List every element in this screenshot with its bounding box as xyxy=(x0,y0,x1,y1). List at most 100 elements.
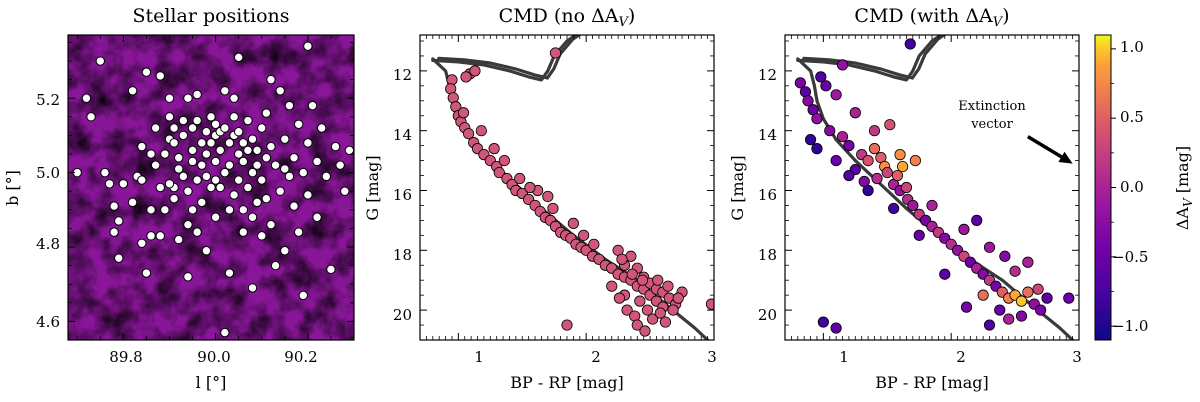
cmd-dav-point xyxy=(820,80,832,92)
cmd-dav-point xyxy=(804,134,817,146)
colorbar-tick: 1.0 xyxy=(1120,38,1144,56)
star-position-point xyxy=(164,179,175,189)
cmd-dav-point xyxy=(894,149,906,161)
star-position-point xyxy=(201,127,212,137)
star-position-point xyxy=(270,160,281,170)
cmd-dav-point xyxy=(836,59,849,71)
star-position-point xyxy=(243,115,253,126)
cmd-dav-point xyxy=(960,301,973,313)
cmd-dav-point xyxy=(802,95,814,107)
star-position-point xyxy=(330,141,341,152)
cmd-dav-point xyxy=(888,202,900,215)
cmd-raw-point xyxy=(475,125,487,137)
star-position-point xyxy=(187,145,198,156)
cmd-dav-point xyxy=(794,77,806,89)
star-position-point xyxy=(229,93,239,103)
cmd-dav-point xyxy=(1022,286,1034,298)
cmd-dav-point xyxy=(1041,292,1053,304)
cmd-raw-point xyxy=(631,319,643,331)
ytick-label: 20 xyxy=(393,306,412,324)
ytick-label: 20 xyxy=(758,306,777,324)
star-position-point xyxy=(215,145,225,156)
star-position-point xyxy=(155,182,165,193)
cmd-raw-point xyxy=(639,325,651,337)
xtick-label: 1 xyxy=(839,348,849,366)
star-position-point xyxy=(206,138,216,148)
title-cmd-raw: CMD (no ΔAV) xyxy=(499,5,636,30)
cmd-dav-point xyxy=(884,119,896,131)
cmd-dav-point xyxy=(830,322,842,334)
star-position-point xyxy=(206,182,216,193)
star-position-point xyxy=(109,227,119,237)
ytick-label: 4.6 xyxy=(36,313,60,331)
star-position-point xyxy=(307,100,318,111)
star-position-point xyxy=(150,123,161,133)
star-position-point xyxy=(160,149,170,159)
cmd-dav-point xyxy=(907,199,919,212)
star-position-point xyxy=(266,219,276,230)
annotation-extinction: Extinction xyxy=(958,99,1026,114)
star-position-point xyxy=(289,153,299,163)
star-position-point xyxy=(178,171,189,182)
star-position-point xyxy=(233,127,244,137)
star-position-point xyxy=(86,112,96,122)
panel-cmd-dav: CMD (with ΔAV) Extinction vector 1 2 3 1… xyxy=(728,5,1082,392)
cmd-raw-point xyxy=(549,47,562,59)
ylabel-cmd-raw: G [mag] xyxy=(363,155,382,220)
cmd-raw-point xyxy=(616,253,628,265)
ytick-label: 16 xyxy=(393,186,412,204)
star-position-point xyxy=(100,167,110,178)
cmd-raw-point xyxy=(672,292,684,304)
star-position-point xyxy=(266,141,276,152)
star-position-point xyxy=(326,264,336,275)
cmd-raw-point xyxy=(606,280,618,292)
star-position-point xyxy=(303,138,313,148)
star-position-point xyxy=(220,86,230,96)
star-position-point xyxy=(197,197,207,208)
star-position-point xyxy=(270,260,281,271)
star-position-point xyxy=(284,171,295,182)
xtick-label: 1 xyxy=(474,348,484,366)
star-position-point xyxy=(280,246,290,256)
star-position-point xyxy=(95,56,105,66)
cmd-dav-point xyxy=(971,214,983,226)
star-position-point xyxy=(187,123,198,133)
cmd-raw-point xyxy=(667,304,679,316)
xtick-label: 2 xyxy=(591,348,601,366)
star-position-point xyxy=(344,145,354,156)
star-position-point xyxy=(169,193,179,204)
star-position-point xyxy=(210,156,221,167)
colorbar: 1.0 0.5 0.0 −0.5 −1.0 ΔAV [mag] xyxy=(1094,34,1195,341)
star-position-point xyxy=(266,74,276,85)
star-position-point xyxy=(146,205,156,215)
colorbar-tick: −1.0 xyxy=(1112,317,1148,335)
cmd-dav-point xyxy=(1009,265,1021,277)
star-position-point xyxy=(238,138,248,148)
cmd-raw-point xyxy=(634,295,646,307)
star-position-point xyxy=(261,193,272,204)
star-position-point xyxy=(233,52,244,63)
cmd-dav-point xyxy=(881,166,893,179)
star-position-point xyxy=(257,175,267,185)
cmd-raw-point xyxy=(488,143,500,155)
ytick-label: 12 xyxy=(393,66,412,84)
cmd-dav-point xyxy=(1003,313,1015,325)
star-position-point xyxy=(229,112,239,122)
star-position-point xyxy=(220,167,230,178)
star-position-point xyxy=(155,71,165,81)
colorbar-gradient xyxy=(1094,34,1112,341)
star-position-point xyxy=(192,227,202,237)
star-position-point xyxy=(109,201,119,211)
star-position-point xyxy=(141,67,152,77)
star-position-point xyxy=(201,149,212,159)
star-position-point xyxy=(224,268,235,278)
star-position-point xyxy=(192,175,202,185)
star-position-point xyxy=(293,227,304,237)
annotation-vector: vector xyxy=(970,117,1013,132)
star-position-point xyxy=(257,231,267,241)
star-position-point xyxy=(210,119,221,129)
star-position-point xyxy=(243,182,253,193)
cmd-dav-point xyxy=(811,113,823,125)
cmd-dav-point xyxy=(843,169,855,182)
cmd-raw-point xyxy=(460,71,472,83)
